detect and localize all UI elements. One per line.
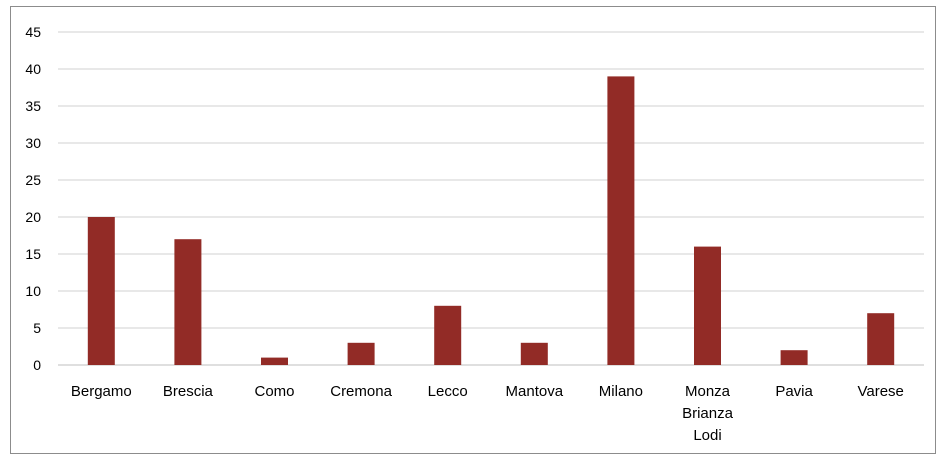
- x-category-label-line: Cremona: [330, 383, 392, 400]
- bar: [347, 342, 375, 365]
- bar: [174, 239, 202, 365]
- x-category-label: Lecco: [428, 383, 468, 400]
- chart-frame: [10, 6, 936, 454]
- x-category-label-line: Mantova: [506, 383, 564, 400]
- bar: [87, 217, 115, 365]
- y-tick-label: 0: [33, 357, 41, 373]
- bar: [780, 350, 808, 365]
- bar: [520, 342, 548, 365]
- y-tick-label: 30: [25, 135, 41, 151]
- x-category-label-line: Brianza: [682, 405, 734, 422]
- bar: [694, 246, 721, 365]
- y-tick-label: 35: [25, 98, 41, 114]
- bars: [87, 76, 895, 366]
- x-category-label: Mantova: [506, 383, 564, 400]
- x-category-label-line: Varese: [857, 383, 903, 400]
- x-category-label-line: Lodi: [693, 427, 721, 444]
- y-tick-label: 15: [25, 246, 41, 262]
- bar: [261, 357, 288, 365]
- y-axis-ticks: 0 5 10 15 20 25 30 35 40 45: [25, 24, 41, 373]
- y-tick-label: 20: [25, 209, 41, 225]
- x-axis-labels: Bergamo Brescia Como Cremona Lecco Mantova Mil…: [71, 383, 904, 444]
- bar: [607, 76, 635, 366]
- x-category-label-line: Como: [254, 383, 294, 400]
- bar: [434, 305, 462, 365]
- y-tick-label: 40: [25, 61, 41, 77]
- x-category-label: Cremona: [330, 383, 392, 400]
- y-tick-label: 10: [25, 283, 41, 299]
- y-tick-label: 25: [25, 172, 41, 188]
- x-category-label-line: Lecco: [428, 383, 468, 400]
- x-category-label: Como: [254, 383, 294, 400]
- x-category-label-line: Monza: [685, 383, 731, 400]
- bar: [867, 313, 895, 365]
- x-category-label: Varese: [857, 383, 903, 400]
- x-category-label: Milano: [599, 383, 643, 400]
- x-category-label-line: Milano: [599, 383, 643, 400]
- y-tick-label: 5: [33, 320, 41, 336]
- x-category-label: Brescia: [163, 383, 214, 400]
- gridlines: [58, 31, 924, 366]
- y-tick-label: 45: [25, 24, 41, 40]
- x-category-label: Pavia: [775, 383, 813, 400]
- x-category-label-line: Brescia: [163, 383, 214, 400]
- x-category-label-line: Pavia: [775, 383, 813, 400]
- x-category-label: Monza Brianza Lodi: [682, 383, 734, 444]
- x-category-label-line: Bergamo: [71, 383, 132, 400]
- x-category-label: Bergamo: [71, 383, 132, 400]
